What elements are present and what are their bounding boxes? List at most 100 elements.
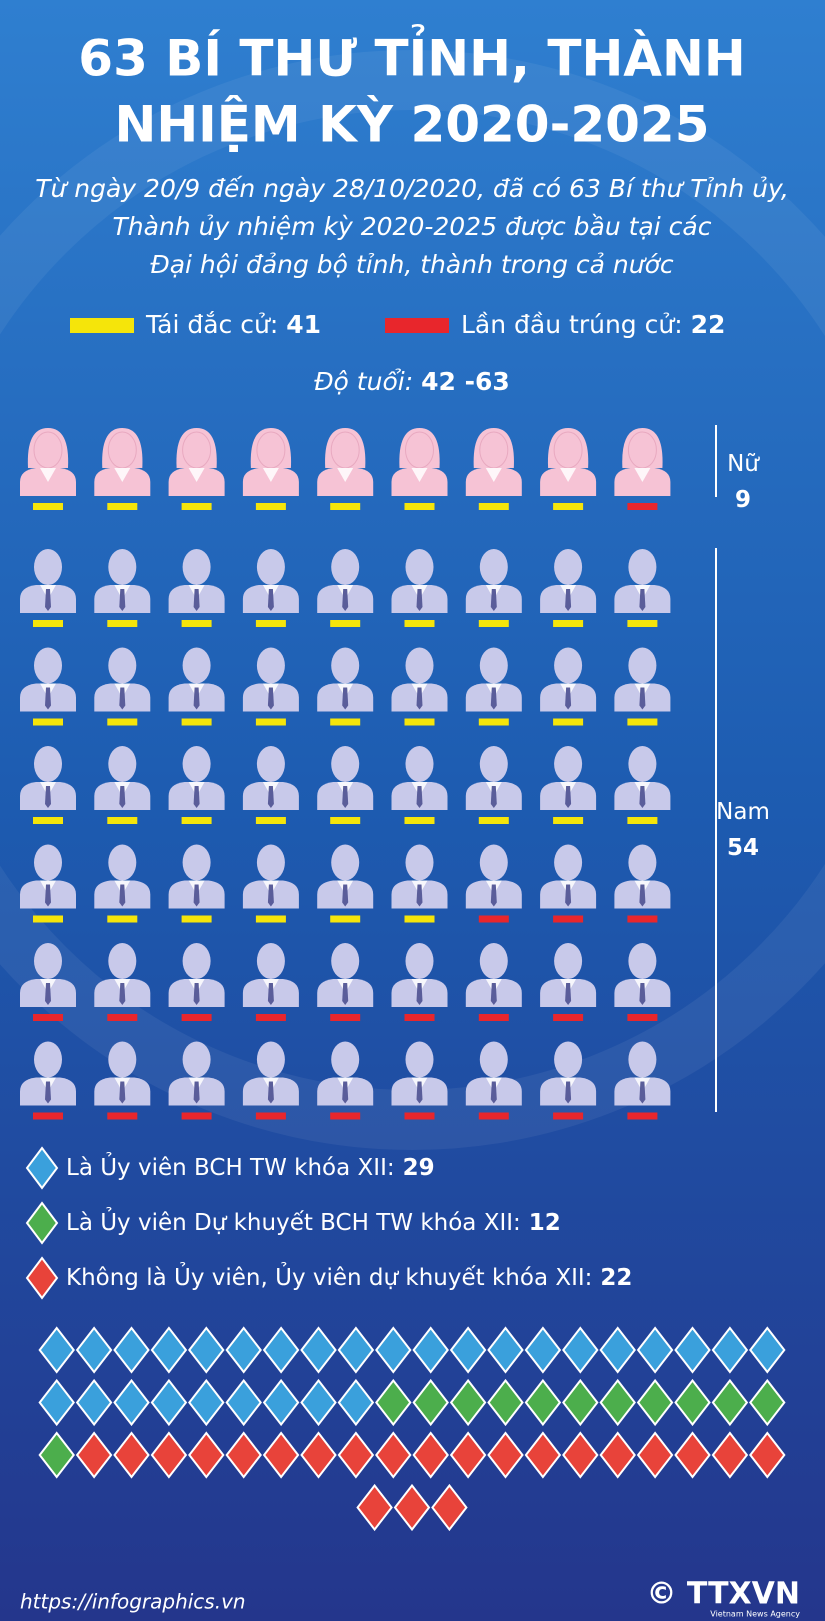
status-bar: [255, 1014, 286, 1021]
text-part: Không là Ủy viên, Ủy viên dự khuyết khóa…: [66, 1262, 592, 1291]
male-icon: [20, 746, 76, 810]
head: [331, 1041, 360, 1078]
male-icon: [391, 746, 448, 810]
tie: [490, 786, 497, 808]
male-icon: [465, 647, 522, 712]
status-bar: [107, 1014, 138, 1021]
tie: [267, 983, 274, 1005]
male-icon: [242, 943, 299, 1007]
diamond: [75, 1431, 113, 1479]
tie: [193, 884, 200, 907]
tie: [565, 687, 572, 710]
tie: [193, 687, 200, 710]
tie: [565, 1081, 572, 1104]
tie: [119, 589, 126, 611]
head: [628, 647, 657, 684]
male-icon: [94, 647, 151, 712]
diamond: [412, 1431, 449, 1479]
tie: [342, 687, 349, 710]
male-icon: [317, 549, 374, 613]
tie: [342, 786, 349, 808]
status-bar: [553, 620, 584, 627]
diamond: [262, 1431, 300, 1479]
head: [34, 844, 62, 881]
diamond: [524, 1431, 562, 1479]
text-part: Độ tuổi:: [314, 367, 413, 396]
diamond: [375, 1326, 412, 1374]
subtitle: Đại hội đảng bộ tỉnh, thành trong cả nướ…: [150, 250, 674, 279]
status-bar: [404, 718, 435, 726]
head: [554, 844, 583, 881]
diamond: [636, 1326, 674, 1374]
male-icon: [317, 943, 374, 1007]
male-icon: [614, 549, 671, 613]
male-icon: [242, 844, 299, 909]
tie: [119, 687, 126, 710]
status-bar: [627, 1014, 658, 1021]
head: [553, 431, 583, 469]
diamond: [38, 1378, 75, 1427]
head: [331, 943, 360, 979]
legend-swatch: [385, 318, 449, 333]
male-icon: [242, 1041, 299, 1106]
diamond: [599, 1326, 636, 1374]
status-bar: [255, 503, 286, 510]
tie: [193, 786, 200, 808]
head: [182, 844, 211, 881]
collar: [411, 468, 428, 482]
diamond: [150, 1378, 188, 1427]
text-part: Là Ủy viên Dự khuyết BCH TW khóa XII:: [66, 1207, 521, 1236]
diamond: [487, 1431, 524, 1479]
tie: [416, 589, 423, 611]
status-bar: [181, 503, 212, 510]
tie: [342, 884, 349, 907]
status-bar: [181, 915, 212, 923]
status-bar: [33, 718, 63, 726]
group-label: Nam: [716, 799, 770, 825]
diamond: [188, 1378, 225, 1427]
diamond: [674, 1378, 711, 1427]
male-icon: [540, 746, 597, 810]
female-icon: [242, 428, 299, 496]
status-bar: [478, 503, 509, 510]
male-icon: [168, 647, 225, 712]
legend-diamond: [25, 1256, 59, 1300]
head: [628, 746, 657, 782]
collar: [634, 468, 651, 482]
diamond: [356, 1483, 393, 1532]
status-bar: [627, 1112, 658, 1120]
diamond: [225, 1326, 262, 1374]
head: [479, 647, 508, 684]
female-icon: [391, 428, 448, 496]
male-icon: [540, 647, 597, 712]
diamond: [749, 1378, 786, 1427]
text-part: Tái đắc cử:: [145, 310, 278, 339]
head: [108, 746, 137, 782]
tie: [45, 884, 51, 907]
male-icon: [540, 549, 597, 613]
diamond: [524, 1326, 562, 1374]
diamond: [674, 1431, 711, 1479]
text-part: Là Ủy viên BCH TW khóa XII:: [66, 1152, 395, 1181]
tie: [342, 589, 349, 611]
subtitle: Từ ngày 20/9 đến ngày 28/10/2020, đã có …: [35, 174, 789, 203]
tie: [490, 983, 497, 1005]
tie: [119, 786, 126, 808]
head: [256, 943, 285, 979]
diamond: [300, 1431, 337, 1479]
text-part: 42 -63: [421, 367, 510, 396]
diamond: [412, 1326, 449, 1374]
tie: [565, 983, 572, 1005]
head: [182, 549, 211, 585]
legend-diamond: [25, 1146, 59, 1190]
diamond: [113, 1378, 150, 1427]
head: [405, 943, 434, 979]
head: [479, 844, 508, 881]
diamond: [300, 1378, 337, 1427]
status-bar: [330, 620, 361, 627]
diamond: [337, 1326, 375, 1374]
text-part: 12: [529, 1210, 561, 1236]
collar: [114, 468, 131, 482]
